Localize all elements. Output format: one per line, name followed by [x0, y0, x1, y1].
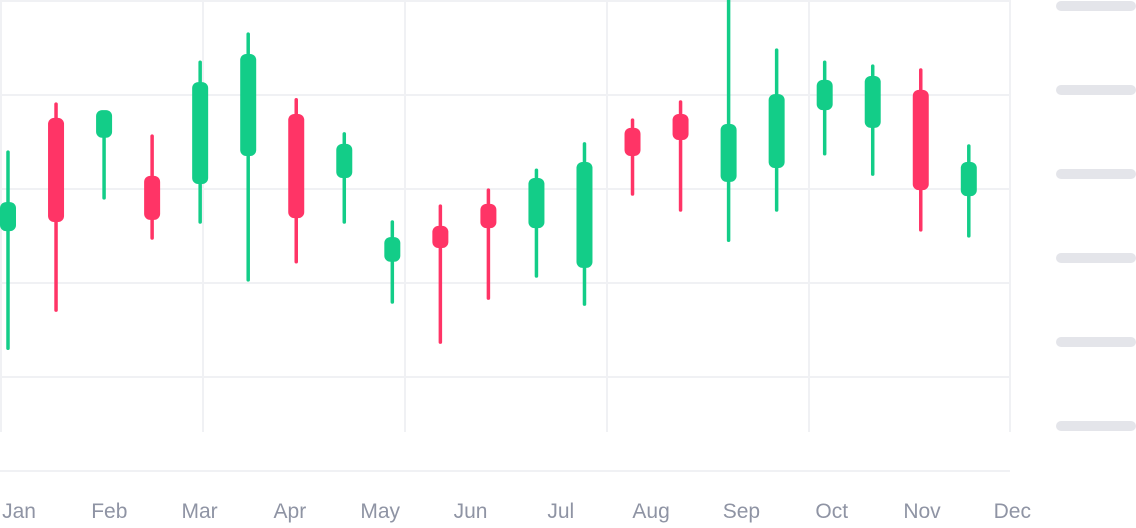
- candle-body: [576, 162, 593, 268]
- candles: [0, 0, 977, 350]
- candle: [144, 134, 161, 240]
- x-tick-label: Dec: [994, 500, 1031, 523]
- candle: [528, 168, 545, 278]
- y-axis-label-placeholder: [1056, 337, 1136, 347]
- candle: [48, 102, 65, 312]
- candle-body: [672, 114, 689, 140]
- candle: [624, 118, 641, 196]
- candle-body: [0, 202, 16, 232]
- candle-body: [192, 82, 209, 185]
- candle: [240, 32, 257, 282]
- candle-body: [432, 225, 449, 248]
- y-axis-label-placeholder: [1056, 85, 1136, 95]
- x-axis: Jan Feb Mar Apr May Jun Jul Aug Sep Oct Nov Dec: [2, 500, 1031, 523]
- candle: [336, 132, 353, 224]
- x-tick-label: May: [360, 500, 400, 523]
- x-tick-label: Mar: [182, 500, 218, 523]
- x-tick-label: Feb: [91, 500, 127, 523]
- x-tick-label: Jun: [454, 500, 488, 523]
- candle-body: [960, 162, 977, 197]
- candle: [288, 98, 305, 264]
- candle-body: [240, 54, 257, 156]
- candle: [672, 100, 689, 212]
- y-axis-label-placeholder: [1056, 1, 1136, 11]
- x-tick-label: Apr: [274, 500, 307, 523]
- candle-body: [96, 110, 113, 138]
- candle: [0, 150, 16, 350]
- y-axis-label-placeholder: [1056, 421, 1136, 431]
- x-tick-label: Aug: [632, 500, 669, 523]
- x-tick-label: Sep: [723, 500, 760, 523]
- x-tick-label: Nov: [903, 500, 941, 523]
- candle: [384, 220, 401, 304]
- candle: [960, 144, 977, 238]
- candle: [96, 110, 113, 200]
- candle-body: [48, 117, 65, 223]
- candle-body: [288, 114, 305, 219]
- candle-body: [816, 79, 833, 111]
- candle-body: [480, 203, 497, 229]
- x-tick-label: Jan: [2, 500, 36, 523]
- y-axis-label-placeholder: [1056, 253, 1136, 263]
- candle: [864, 64, 881, 176]
- candle: [816, 60, 833, 156]
- candle-body: [624, 127, 641, 156]
- candle-body: [144, 175, 161, 220]
- candle: [480, 188, 497, 300]
- candle-body: [336, 143, 353, 178]
- y-axis-label-placeholder: [1056, 169, 1136, 179]
- candle: [192, 60, 209, 224]
- candle-body: [384, 237, 401, 262]
- candle: [720, 0, 737, 242]
- candle: [912, 68, 929, 232]
- candle-body: [864, 76, 881, 128]
- y-axis-label-placeholders: [1056, 1, 1136, 431]
- candle-body: [912, 89, 929, 191]
- candle: [432, 204, 449, 344]
- candle-body: [768, 94, 785, 169]
- candle: [576, 142, 593, 306]
- x-tick-label: Oct: [815, 500, 848, 523]
- candle-body: [720, 123, 737, 182]
- candle-body: [528, 177, 545, 229]
- x-tick-label: Jul: [547, 500, 574, 523]
- candle: [768, 48, 785, 212]
